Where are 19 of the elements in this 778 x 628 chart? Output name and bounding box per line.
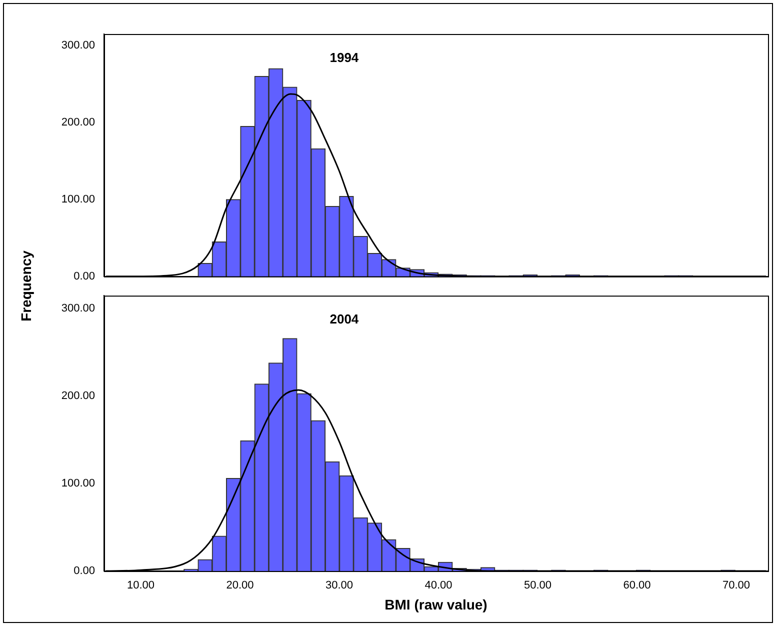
text: 2004	[330, 312, 360, 327]
x-tick-label: 20.00	[226, 580, 254, 592]
x-tick-label: 50.00	[524, 580, 552, 592]
x-tick-label: 60.00	[623, 580, 651, 592]
y-tick-label: 100.00	[61, 478, 95, 490]
y-tick-label: 200.00	[61, 116, 95, 129]
y-tick-label: 300.00	[61, 302, 95, 315]
x-tick-label: 40.00	[424, 580, 452, 592]
y-tick-label: 300.00	[61, 40, 95, 52]
x-tick-label: 10.00	[126, 580, 154, 592]
x-tick-label: 70.00	[722, 580, 750, 592]
y-tick-label: 200.00	[61, 390, 95, 402]
y-tick-label: 0.00	[74, 565, 95, 578]
y-axis-title: Frequency	[18, 250, 34, 322]
x-tick-label: 30.00	[325, 580, 353, 592]
text: 1994	[330, 50, 360, 66]
y-tick-label: 100.00	[61, 193, 95, 206]
y-tick-label: 0.00	[74, 270, 95, 282]
x-axis-title: BMI (raw value)	[384, 596, 488, 612]
